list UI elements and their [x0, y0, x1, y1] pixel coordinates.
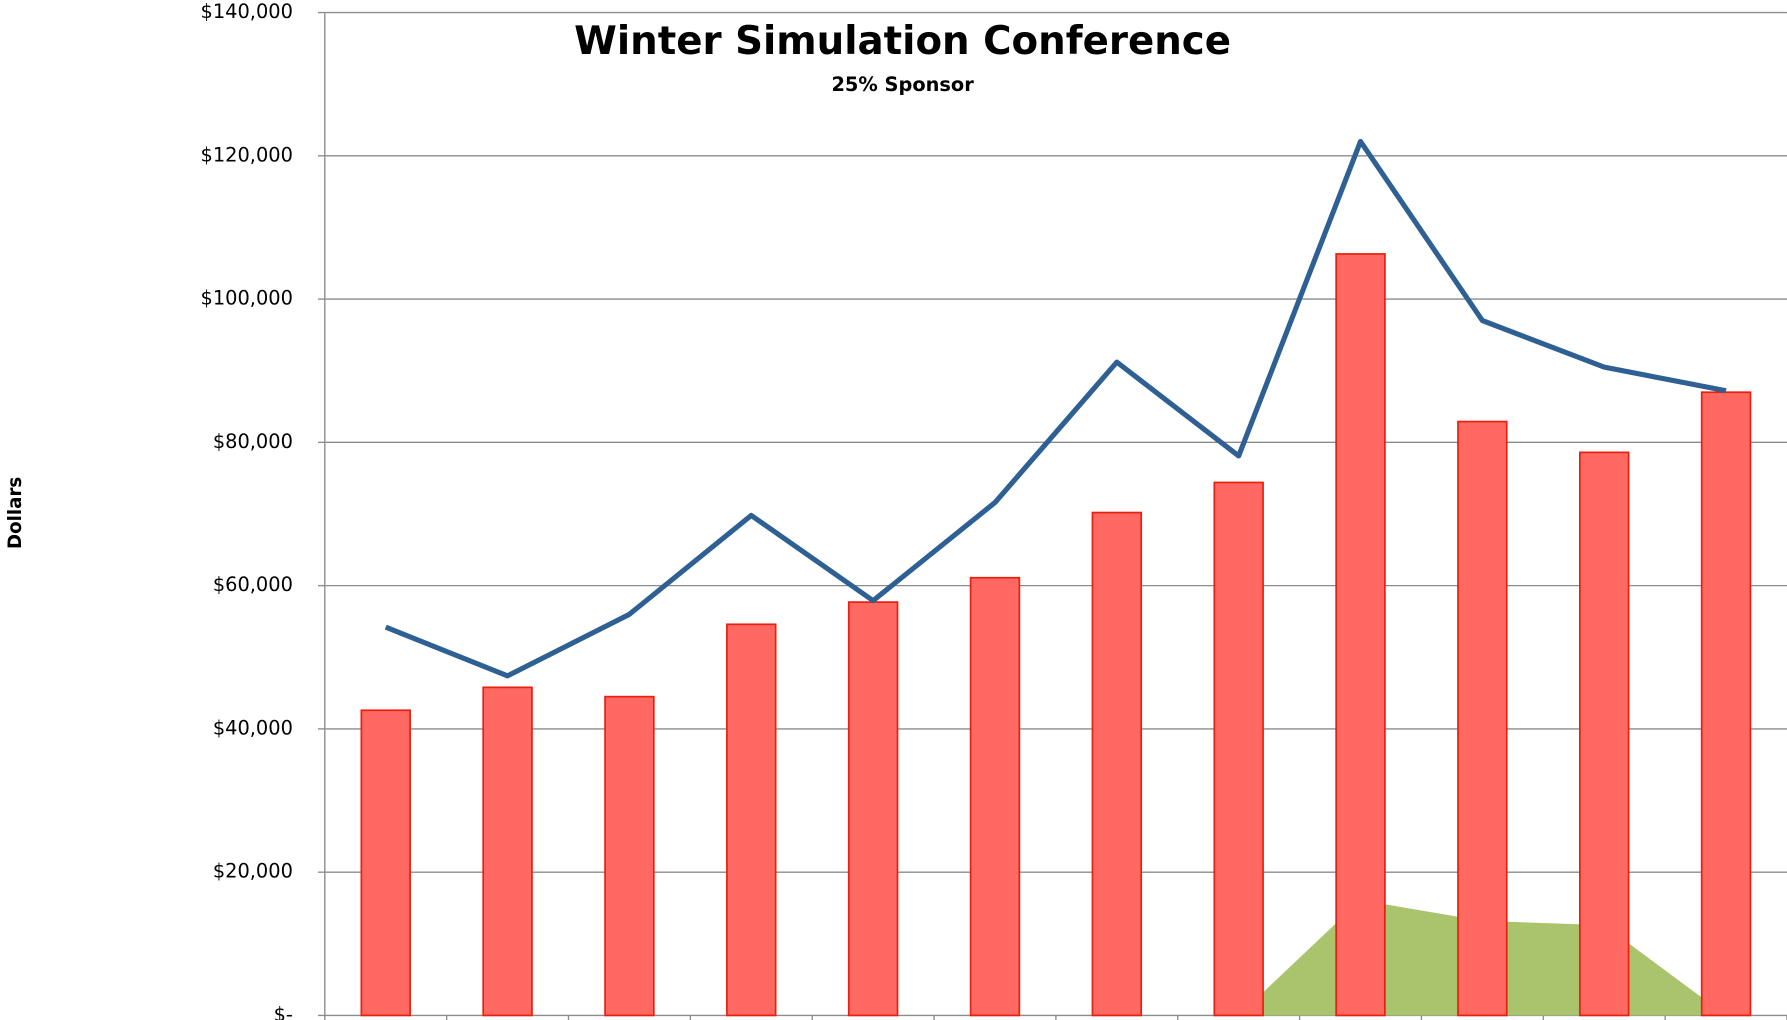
y-tick-label: $120,000	[201, 143, 293, 166]
bar	[360, 709, 411, 1017]
area	[385, 900, 1727, 1016]
bar	[969, 576, 1021, 1017]
bar	[1213, 481, 1264, 1017]
y-tick-label: $-	[274, 1003, 293, 1020]
bar	[604, 695, 655, 1017]
y-tick-label: $80,000	[213, 430, 293, 453]
chart-subtitle: 25% Sponsor	[831, 73, 974, 96]
bar	[1457, 420, 1508, 1017]
bar	[726, 623, 777, 1017]
y-tick-label: $60,000	[213, 573, 293, 596]
y-axis-label: Dollars	[5, 477, 26, 549]
bar	[1700, 391, 1752, 1017]
chart-title: Winter Simulation Conference	[574, 19, 1231, 64]
line	[384, 138, 1727, 679]
y-tick-label: $140,000	[201, 0, 293, 23]
bar	[1335, 253, 1386, 1017]
y-tick-label: $100,000	[201, 287, 293, 310]
bar	[1091, 511, 1143, 1017]
y-tick-label: $20,000	[213, 860, 293, 883]
bar	[482, 686, 533, 1017]
bar	[847, 601, 899, 1017]
bar	[1578, 451, 1630, 1017]
y-tick-label: $40,000	[213, 716, 293, 739]
